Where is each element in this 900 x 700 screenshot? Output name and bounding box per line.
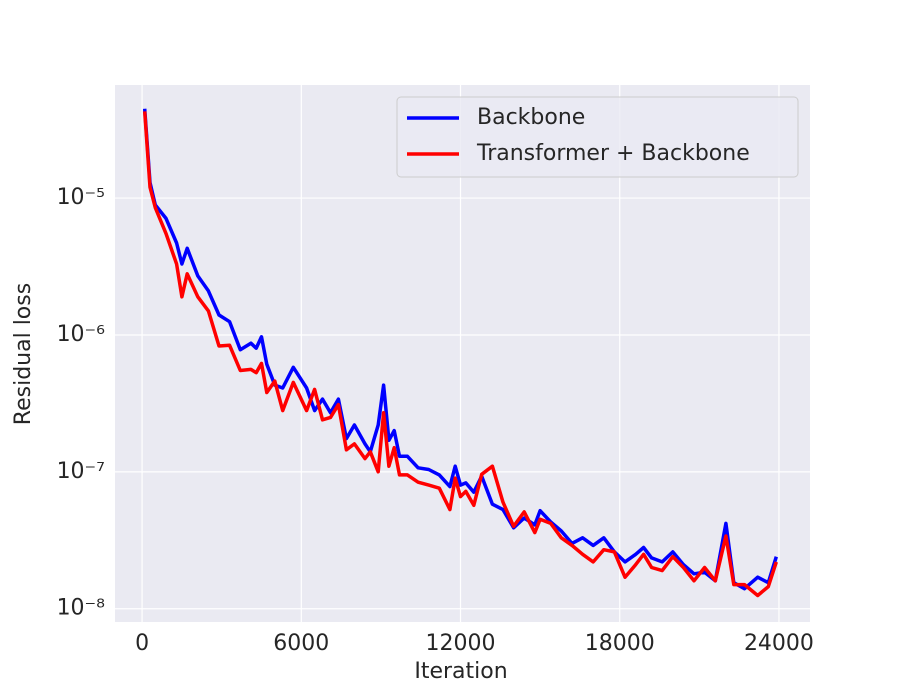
x-axis-label: Iteration: [414, 659, 507, 684]
y-axis-label: Residual loss: [11, 283, 36, 425]
y-tick-label: 10⁻⁵: [57, 185, 105, 210]
x-tick-label: 6000: [273, 631, 329, 656]
y-tick-label: 10⁻⁸: [57, 596, 106, 621]
x-tick-label: 12000: [426, 631, 496, 656]
legend-label: Backbone: [477, 105, 585, 130]
y-tick-label: 10⁻⁶: [57, 322, 106, 347]
data-line: [142, 111, 778, 598]
y-tick-label: 10⁻⁷: [57, 459, 105, 484]
x-tick-label: 24000: [744, 631, 814, 656]
legend-frame: [396, 96, 799, 178]
data-line: [142, 108, 778, 591]
legend-label: Transformer + Backbone: [476, 141, 750, 166]
x-tick-label: 0: [135, 631, 149, 656]
legend: Backbone Transformer + Backbone: [396, 96, 799, 178]
x-tick-label: 18000: [585, 631, 655, 656]
